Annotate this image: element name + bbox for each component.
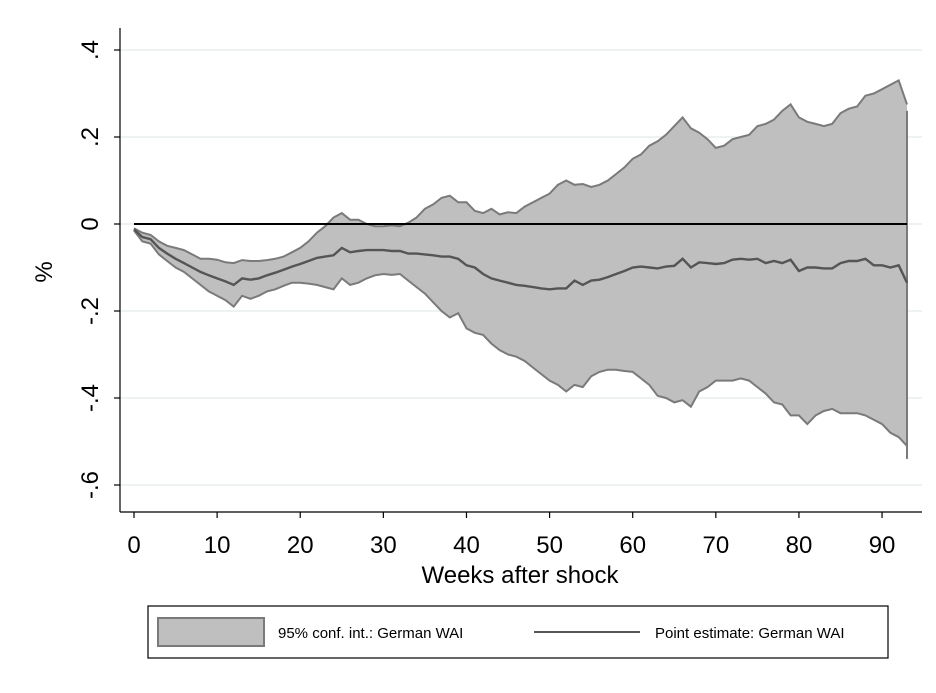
- confidence-band-area: [134, 80, 907, 446]
- y-tick-label-1: -.4: [77, 384, 104, 412]
- legend-band-label: 95% conf. int.: German WAI: [278, 625, 463, 642]
- point-estimate-layer: [133, 228, 909, 291]
- y-tick-label-2: -.2: [77, 297, 104, 325]
- x-tick-label-4: 40: [453, 532, 480, 559]
- x-tick-label-6: 60: [619, 532, 646, 559]
- point-estimate-line: [133, 228, 909, 291]
- axes: -.6 -.4 -.2 0 .2 .4 0 10 20 30 40 50 60 70 80 90: [77, 28, 922, 559]
- y-tick-label-4: .2: [77, 127, 104, 147]
- x-tick-label-0: 0: [127, 532, 140, 559]
- confidence-band-lower-edge: [133, 229, 908, 447]
- legend-band-swatch: [157, 617, 265, 647]
- legend-box: [147, 605, 889, 659]
- y-axis-label: %: [31, 261, 58, 282]
- x-axis-label: Weeks after shock: [422, 562, 620, 589]
- confidence-band-upper-edge: [133, 78, 908, 265]
- x-tick-label-8: 80: [786, 532, 813, 559]
- x-tick-label-1: 10: [204, 532, 231, 559]
- x-tick-label-5: 50: [536, 532, 563, 559]
- confidence-band-layer: [133, 78, 908, 459]
- y-tick-label-5: .4: [77, 40, 104, 60]
- x-tick-label-3: 30: [370, 532, 397, 559]
- x-tick-label-7: 70: [702, 532, 729, 559]
- x-tick-label-9: 90: [869, 532, 896, 559]
- legend-line-label: Point estimate: German WAI: [655, 625, 845, 642]
- y-tick-label-0: -.6: [77, 471, 104, 499]
- x-tick-label-2: 20: [287, 532, 314, 559]
- y-tick-label-3: 0: [77, 217, 104, 230]
- legend: 95% conf. int.: German WAI Point estimat…: [147, 605, 889, 659]
